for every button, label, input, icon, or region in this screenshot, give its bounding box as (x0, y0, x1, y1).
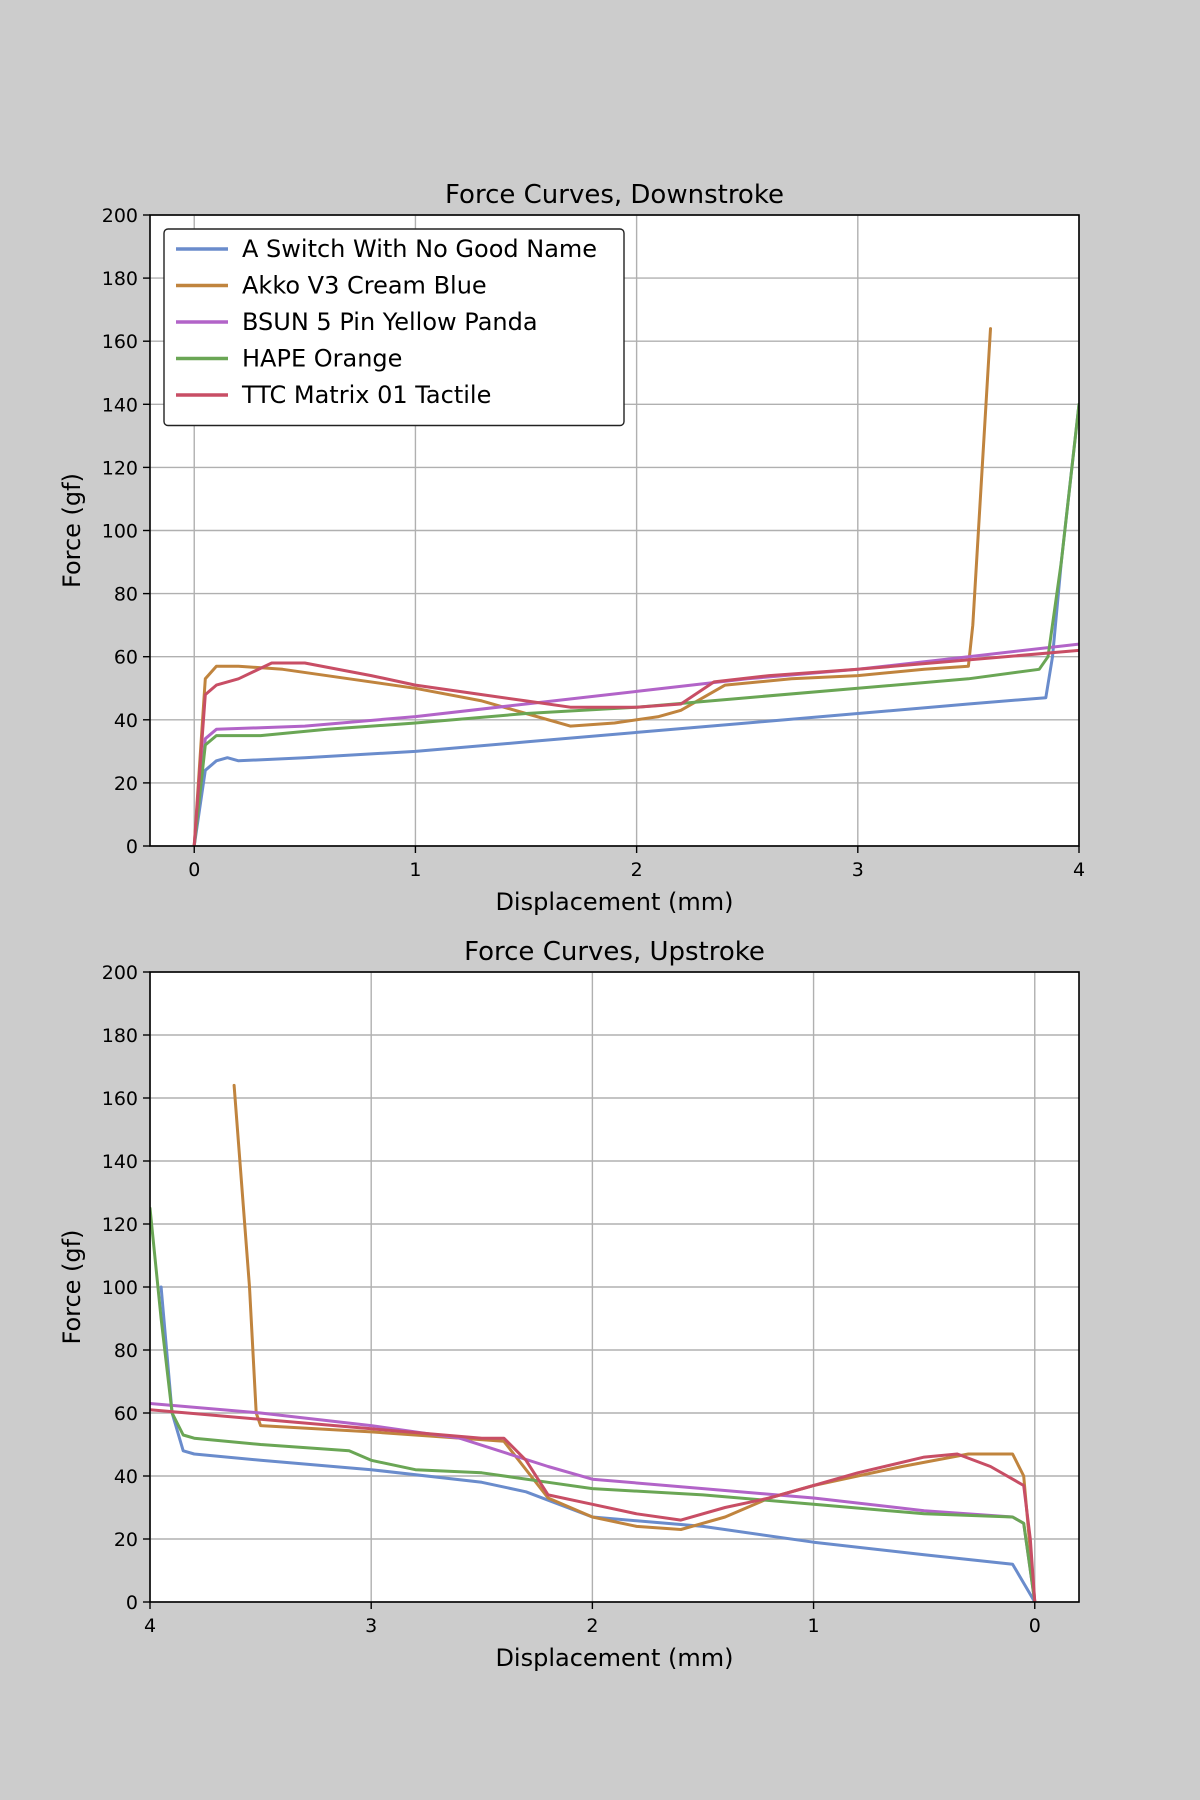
x-tick-label: 1 (409, 859, 421, 881)
y-tick-label: 160 (102, 331, 138, 353)
y-tick-label: 200 (102, 962, 138, 984)
y-tick-label: 20 (114, 1529, 138, 1551)
x-axis-label: Displacement (mm) (495, 1644, 733, 1672)
y-tick-label: 100 (102, 1277, 138, 1299)
series-line-akko-v3-cream-blue (192, 327, 992, 846)
y-tick-label: 160 (102, 1088, 138, 1110)
y-tick-label: 60 (114, 647, 138, 669)
y-tick-label: 20 (114, 773, 138, 795)
series-line-akko-v3-cream-blue (232, 1083, 1037, 1602)
legend-entry-hape-orange: HAPE Orange (242, 345, 402, 373)
x-tick-label: 0 (1029, 1615, 1041, 1637)
chart-title: Force Curves, Upstroke (464, 937, 765, 967)
series-line-a-switch-with-no-good-name (192, 402, 1079, 846)
x-tick-label: 2 (586, 1615, 598, 1637)
legend-box (163, 228, 625, 427)
x-tick-label: 3 (852, 859, 864, 881)
y-tick-label: 40 (114, 710, 138, 732)
y-tick-label: 40 (114, 1466, 138, 1488)
series-line-ttc-matrix-01-tactile (192, 648, 1079, 846)
x-axis-label: Displacement (mm) (495, 888, 733, 916)
y-tick-label: 180 (102, 268, 138, 290)
y-axis-label: Force (gf) (58, 473, 86, 588)
series-line-a-switch-with-no-good-name (159, 1285, 1037, 1602)
legend-entry-ttc-matrix-01-tactile: TTC Matrix 01 Tactile (241, 381, 491, 409)
y-tick-label: 120 (102, 1214, 138, 1236)
chart-title: Force Curves, Downstroke (445, 180, 784, 210)
series-line-ttc-matrix-01-tactile (150, 1408, 1037, 1602)
x-tick-label: 4 (1073, 859, 1085, 881)
series-group (192, 327, 1079, 846)
y-tick-label: 0 (126, 1592, 138, 1614)
y-tick-label: 100 (102, 521, 138, 543)
x-tick-label: 4 (144, 1615, 156, 1637)
y-axis-label: Force (gf) (58, 1230, 86, 1345)
legend-entry-a-switch-with-no-good-name: A Switch With No Good Name (242, 235, 597, 263)
x-tick-label: 0 (188, 859, 200, 881)
legend-entry-bsun-5-pin-yellow-panda: BSUN 5 Pin Yellow Panda (242, 308, 538, 336)
x-tick-label: 2 (631, 859, 643, 881)
y-tick-label: 60 (114, 1403, 138, 1425)
y-tick-label: 180 (102, 1025, 138, 1047)
y-tick-label: 0 (126, 836, 138, 858)
y-tick-label: 140 (102, 1151, 138, 1173)
y-tick-label: 80 (114, 584, 138, 606)
y-tick-label: 200 (102, 205, 138, 227)
legend: A Switch With No Good Name Akko V3 Cream … (163, 228, 625, 427)
x-tick-label: 1 (808, 1615, 820, 1637)
y-tick-label: 120 (102, 457, 138, 479)
series-line-hape-orange (150, 1206, 1037, 1602)
x-tick-label: 3 (365, 1615, 377, 1637)
series-group (150, 1083, 1037, 1602)
y-tick-label: 80 (114, 1340, 138, 1362)
y-tick-label: 140 (102, 394, 138, 416)
legend-entry-akko-v3-cream-blue: Akko V3 Cream Blue (242, 272, 487, 300)
